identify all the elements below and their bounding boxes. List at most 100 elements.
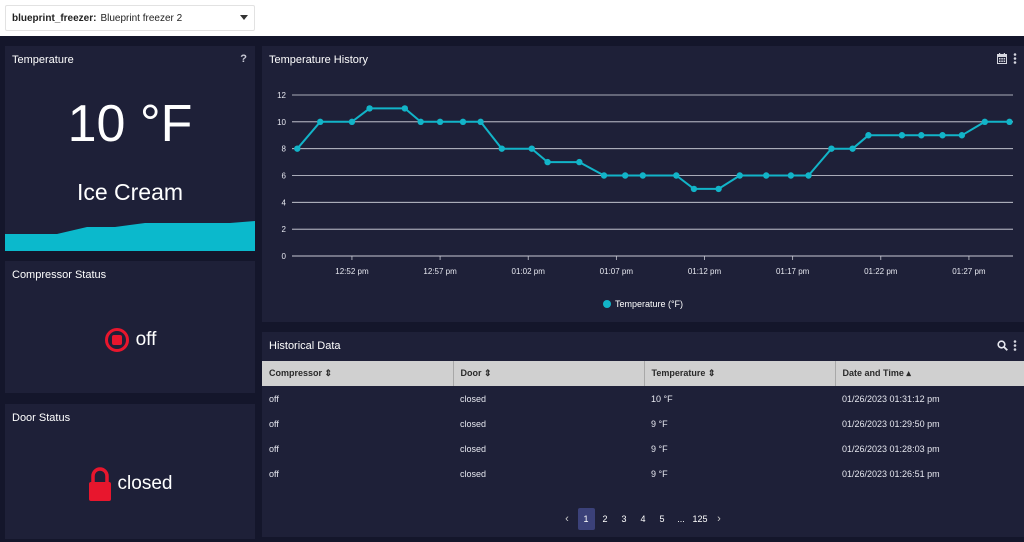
page-button-2[interactable]: 2 [602,514,608,524]
x-tick-label: 01:17 pm [776,267,810,276]
calendar-icon[interactable] [997,53,1007,64]
data-point [898,132,906,139]
column-label: Door [460,368,482,378]
temperature-panel: Temperature ? 10 °F Ice Cream [5,46,255,251]
data-point [417,118,424,126]
page-button-last[interactable]: 125 [692,514,708,524]
data-point [736,172,743,179]
historical-data-table: Compressor ⇕ Door ⇕ Temperature ⇕ Date a… [262,361,1024,486]
page-ellipsis: ... [677,514,685,524]
pagination: ‹ 1 2 3 4 5 ... 125 › [262,508,1024,530]
table-row[interactable]: off closed 10 °F 01/26/2023 01:31:12 pm [262,386,1024,411]
lock-icon [88,467,111,501]
prev-page-icon[interactable]: ‹ [565,513,569,525]
sort-asc-icon[interactable]: ▴ [906,368,911,378]
cell-date-time: 01/26/2023 01:29:50 pm [842,418,940,429]
top-bar: blueprint_freezer: Blueprint freezer 2 [0,0,1024,36]
next-page-icon[interactable]: › [717,513,721,525]
more-vert-icon[interactable] [1013,340,1017,351]
chart-legend[interactable]: Temperature (°F) [262,299,1024,309]
data-point [690,185,698,193]
table-row[interactable]: off closed 9 °F 01/26/2023 01:28:03 pm [262,436,1024,461]
cell-temperature: 9 °F [651,443,668,454]
page-button-4[interactable]: 4 [640,514,646,524]
cell-compressor: off [269,443,279,454]
freezer-selector[interactable]: blueprint_freezer: Blueprint freezer 2 [5,5,255,31]
cell-compressor: off [269,468,279,479]
door-panel: Door Status closed [5,404,255,539]
page-button-5[interactable]: 5 [659,514,665,524]
door-title: Door Status [12,412,71,424]
cell-compressor: off [269,393,279,404]
data-point [763,172,770,179]
data-point [673,172,680,179]
cell-door: closed [460,468,487,479]
x-tick-label: 01:02 pm [512,267,546,276]
chevron-down-icon[interactable] [240,15,248,20]
door-status-text: closed [117,473,173,494]
sort-icon[interactable]: ⇕ [707,368,716,378]
column-header-door[interactable]: Door ⇕ [453,361,645,386]
table-row[interactable]: off closed 9 °F 01/26/2023 01:29:50 pm [262,411,1024,436]
data-point [787,172,795,179]
column-label: Date and Time [842,368,904,378]
data-point [715,185,722,193]
door-status: closed [5,466,255,502]
page-button-3[interactable]: 3 [621,514,627,524]
y-tick-label: 4 [282,198,287,207]
data-point [918,132,925,139]
sort-icon[interactable]: ⇕ [324,368,333,378]
data-point [805,172,812,179]
cell-temperature: 10 °F [651,393,673,404]
cell-door: closed [460,418,487,429]
page-button-1[interactable]: 1 [577,508,595,530]
data-point [348,118,356,126]
sort-icon[interactable]: ⇕ [484,368,492,378]
column-header-date-time[interactable]: Date and Time ▴ [835,361,1024,386]
cell-date-time: 01/26/2023 01:26:51 pm [842,468,940,479]
data-point [576,158,583,166]
compressor-panel: Compressor Status off [5,261,255,393]
more-vert-icon[interactable] [1013,53,1017,64]
data-point [317,118,324,126]
data-point [528,145,535,152]
table-row[interactable]: off closed 9 °F 01/26/2023 01:26:51 pm [262,461,1024,486]
x-tick-label: 01:27 pm [952,267,986,276]
search-icon[interactable] [997,340,1008,351]
help-icon[interactable]: ? [240,53,247,65]
data-point [1006,118,1013,126]
cell-door: closed [460,443,487,454]
cell-temperature: 9 °F [651,418,668,429]
column-label: Compressor [269,368,323,378]
cell-temperature: 9 °F [651,468,668,479]
temperature-level-wave [5,221,255,251]
data-point [498,145,505,152]
data-point [477,118,484,126]
legend-label: Temperature (°F) [614,299,684,309]
y-tick-label: 2 [282,225,287,234]
temperature-title: Temperature [12,54,74,66]
history-title: Temperature History [269,54,369,66]
product-name: Ice Cream [76,179,184,205]
historical-title: Historical Data [269,340,341,352]
compressor-title: Compressor Status [12,269,107,281]
data-point [459,118,467,126]
y-tick-label: 12 [277,91,286,100]
data-point [828,145,835,152]
compressor-status: off [5,327,255,353]
data-point [436,118,444,126]
y-tick-label: 0 [282,252,287,261]
column-label: Temperature [651,368,706,378]
data-point [981,118,988,126]
column-header-temperature[interactable]: Temperature ⇕ [644,361,836,386]
x-tick-label: 12:57 pm [423,267,457,276]
selector-label: blueprint_freezer: [12,12,97,24]
x-tick-label: 01:22 pm [864,267,898,276]
cell-date-time: 01/26/2023 01:28:03 pm [842,443,940,454]
data-point [544,158,551,166]
column-header-compressor[interactable]: Compressor ⇕ [262,361,454,386]
x-tick-label: 01:12 pm [688,267,722,276]
legend-dot [602,300,611,308]
cell-date-time: 01/26/2023 01:31:12 pm [842,393,940,404]
cell-compressor: off [269,418,279,429]
